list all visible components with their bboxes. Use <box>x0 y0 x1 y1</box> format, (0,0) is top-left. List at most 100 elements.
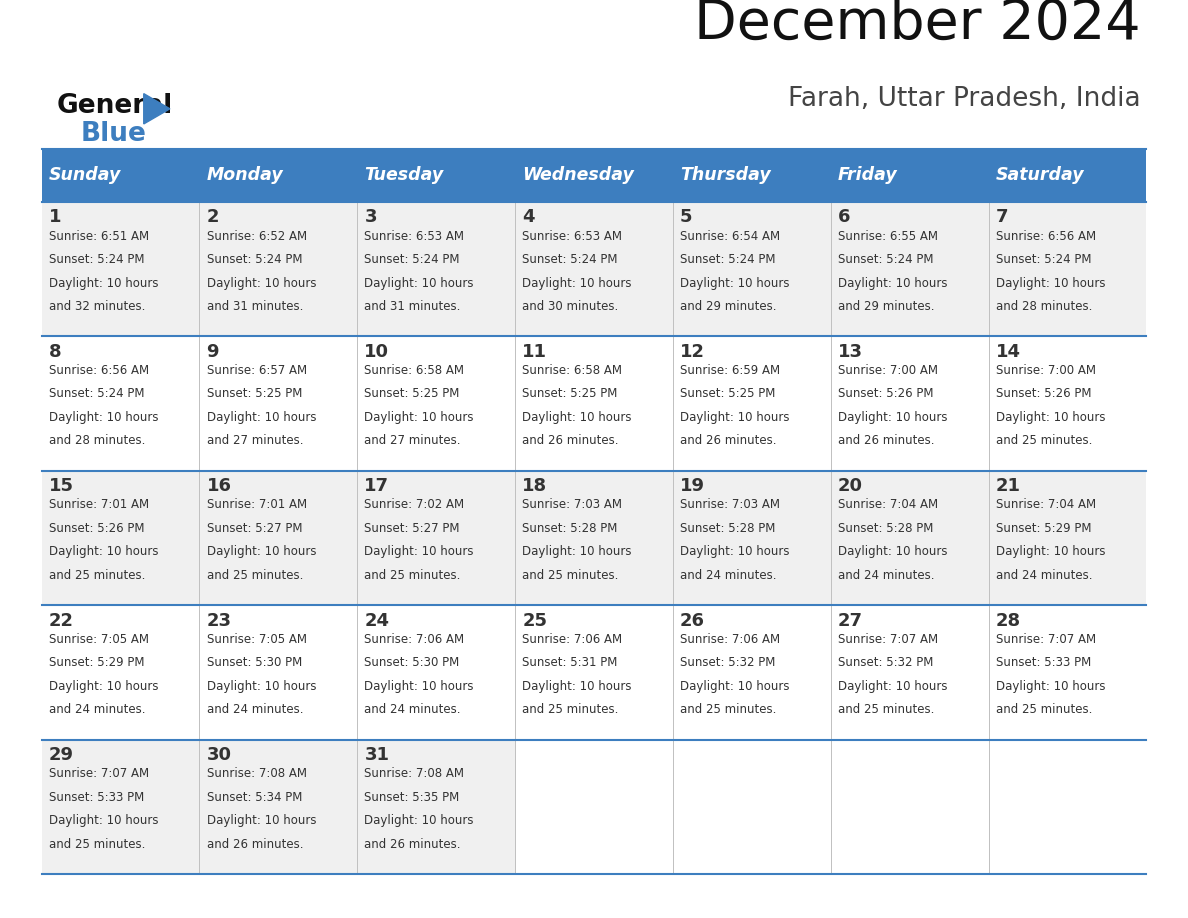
Bar <box>830 740 988 874</box>
Text: Saturday: Saturday <box>996 166 1085 185</box>
Text: Sunrise: 7:06 AM: Sunrise: 7:06 AM <box>365 633 465 645</box>
Text: Sunrise: 7:07 AM: Sunrise: 7:07 AM <box>996 633 1095 645</box>
Text: and 31 minutes.: and 31 minutes. <box>207 300 303 313</box>
Text: 17: 17 <box>365 477 390 495</box>
Text: 11: 11 <box>523 342 548 361</box>
Text: Sunrise: 6:58 AM: Sunrise: 6:58 AM <box>365 364 465 377</box>
Text: Daylight: 10 hours: Daylight: 10 hours <box>838 411 947 424</box>
Text: Sunset: 5:24 PM: Sunset: 5:24 PM <box>680 253 776 266</box>
Text: 4: 4 <box>523 208 535 227</box>
Text: 12: 12 <box>680 342 704 361</box>
Text: and 24 minutes.: and 24 minutes. <box>680 569 777 582</box>
Text: 3: 3 <box>365 208 377 227</box>
Text: Daylight: 10 hours: Daylight: 10 hours <box>680 276 790 289</box>
Text: Sunrise: 6:53 AM: Sunrise: 6:53 AM <box>523 230 623 242</box>
Text: Sunrise: 7:06 AM: Sunrise: 7:06 AM <box>680 633 781 645</box>
Text: Monday: Monday <box>207 166 283 185</box>
Text: Thursday: Thursday <box>680 166 771 185</box>
Bar <box>42 202 1146 336</box>
Text: Daylight: 10 hours: Daylight: 10 hours <box>680 411 790 424</box>
Text: and 28 minutes.: and 28 minutes. <box>996 300 1092 313</box>
Text: 31: 31 <box>365 746 390 764</box>
Text: Sunrise: 7:05 AM: Sunrise: 7:05 AM <box>207 633 307 645</box>
Text: Daylight: 10 hours: Daylight: 10 hours <box>207 679 316 693</box>
Text: Wednesday: Wednesday <box>523 166 634 185</box>
Text: Sunset: 5:24 PM: Sunset: 5:24 PM <box>49 253 144 266</box>
Text: Sunrise: 7:08 AM: Sunrise: 7:08 AM <box>365 767 465 780</box>
Text: Daylight: 10 hours: Daylight: 10 hours <box>49 679 158 693</box>
Text: and 26 minutes.: and 26 minutes. <box>207 837 303 851</box>
Text: and 24 minutes.: and 24 minutes. <box>838 569 935 582</box>
Text: Sunset: 5:26 PM: Sunset: 5:26 PM <box>996 387 1092 400</box>
Text: and 25 minutes.: and 25 minutes. <box>996 434 1092 447</box>
Text: Daylight: 10 hours: Daylight: 10 hours <box>680 545 790 558</box>
Text: 2: 2 <box>207 208 219 227</box>
Text: 27: 27 <box>838 611 862 630</box>
Text: Daylight: 10 hours: Daylight: 10 hours <box>523 276 632 289</box>
Polygon shape <box>144 94 170 124</box>
Text: and 29 minutes.: and 29 minutes. <box>680 300 777 313</box>
Text: Daylight: 10 hours: Daylight: 10 hours <box>996 679 1105 693</box>
Text: Daylight: 10 hours: Daylight: 10 hours <box>207 276 316 289</box>
Text: Sunset: 5:25 PM: Sunset: 5:25 PM <box>207 387 302 400</box>
Text: Sunset: 5:24 PM: Sunset: 5:24 PM <box>523 253 618 266</box>
Text: Daylight: 10 hours: Daylight: 10 hours <box>838 545 947 558</box>
Bar <box>42 336 1146 471</box>
Text: Sunset: 5:24 PM: Sunset: 5:24 PM <box>49 387 144 400</box>
Text: 13: 13 <box>838 342 862 361</box>
Text: Sunday: Sunday <box>49 166 121 185</box>
Text: and 27 minutes.: and 27 minutes. <box>207 434 303 447</box>
Text: 22: 22 <box>49 611 74 630</box>
Text: Sunrise: 6:54 AM: Sunrise: 6:54 AM <box>680 230 781 242</box>
Bar <box>672 740 830 874</box>
Text: Sunrise: 7:07 AM: Sunrise: 7:07 AM <box>49 767 148 780</box>
Text: 15: 15 <box>49 477 74 495</box>
Text: 20: 20 <box>838 477 862 495</box>
Text: Sunrise: 6:55 AM: Sunrise: 6:55 AM <box>838 230 937 242</box>
Text: Sunset: 5:24 PM: Sunset: 5:24 PM <box>996 253 1092 266</box>
Text: Friday: Friday <box>838 166 898 185</box>
Text: Sunset: 5:33 PM: Sunset: 5:33 PM <box>49 790 144 803</box>
Bar <box>516 740 672 874</box>
Text: Sunset: 5:29 PM: Sunset: 5:29 PM <box>49 656 144 669</box>
Text: Sunset: 5:32 PM: Sunset: 5:32 PM <box>680 656 776 669</box>
Text: Sunrise: 7:00 AM: Sunrise: 7:00 AM <box>996 364 1095 377</box>
Text: 10: 10 <box>365 342 390 361</box>
Text: Sunset: 5:27 PM: Sunset: 5:27 PM <box>365 521 460 535</box>
Text: Sunrise: 7:01 AM: Sunrise: 7:01 AM <box>49 498 148 511</box>
Text: Sunrise: 7:06 AM: Sunrise: 7:06 AM <box>523 633 623 645</box>
Bar <box>42 471 1146 605</box>
Text: 19: 19 <box>680 477 704 495</box>
Text: Sunrise: 7:04 AM: Sunrise: 7:04 AM <box>838 498 939 511</box>
Text: Daylight: 10 hours: Daylight: 10 hours <box>996 276 1105 289</box>
Text: and 24 minutes.: and 24 minutes. <box>49 703 145 716</box>
Text: 30: 30 <box>207 746 232 764</box>
Text: and 29 minutes.: and 29 minutes. <box>838 300 935 313</box>
Text: 6: 6 <box>838 208 851 227</box>
Text: and 24 minutes.: and 24 minutes. <box>996 569 1092 582</box>
Text: Daylight: 10 hours: Daylight: 10 hours <box>365 411 474 424</box>
Text: 16: 16 <box>207 477 232 495</box>
Text: 21: 21 <box>996 477 1020 495</box>
Text: Sunrise: 6:59 AM: Sunrise: 6:59 AM <box>680 364 781 377</box>
Text: 18: 18 <box>523 477 548 495</box>
Text: Daylight: 10 hours: Daylight: 10 hours <box>49 276 158 289</box>
Text: and 31 minutes.: and 31 minutes. <box>365 300 461 313</box>
Text: Sunset: 5:26 PM: Sunset: 5:26 PM <box>838 387 934 400</box>
Text: Daylight: 10 hours: Daylight: 10 hours <box>523 679 632 693</box>
Text: Sunrise: 6:58 AM: Sunrise: 6:58 AM <box>523 364 623 377</box>
Text: Sunset: 5:30 PM: Sunset: 5:30 PM <box>365 656 460 669</box>
Text: and 25 minutes.: and 25 minutes. <box>49 569 145 582</box>
Text: Sunset: 5:28 PM: Sunset: 5:28 PM <box>523 521 618 535</box>
Text: Sunrise: 7:03 AM: Sunrise: 7:03 AM <box>680 498 781 511</box>
Text: Sunrise: 6:52 AM: Sunrise: 6:52 AM <box>207 230 307 242</box>
Text: and 25 minutes.: and 25 minutes. <box>207 569 303 582</box>
Text: Sunset: 5:26 PM: Sunset: 5:26 PM <box>49 521 144 535</box>
Text: 26: 26 <box>680 611 704 630</box>
Text: and 25 minutes.: and 25 minutes. <box>838 703 934 716</box>
Text: Daylight: 10 hours: Daylight: 10 hours <box>838 679 947 693</box>
Text: Daylight: 10 hours: Daylight: 10 hours <box>838 276 947 289</box>
Text: Daylight: 10 hours: Daylight: 10 hours <box>996 545 1105 558</box>
Text: 9: 9 <box>207 342 219 361</box>
Text: 5: 5 <box>680 208 693 227</box>
